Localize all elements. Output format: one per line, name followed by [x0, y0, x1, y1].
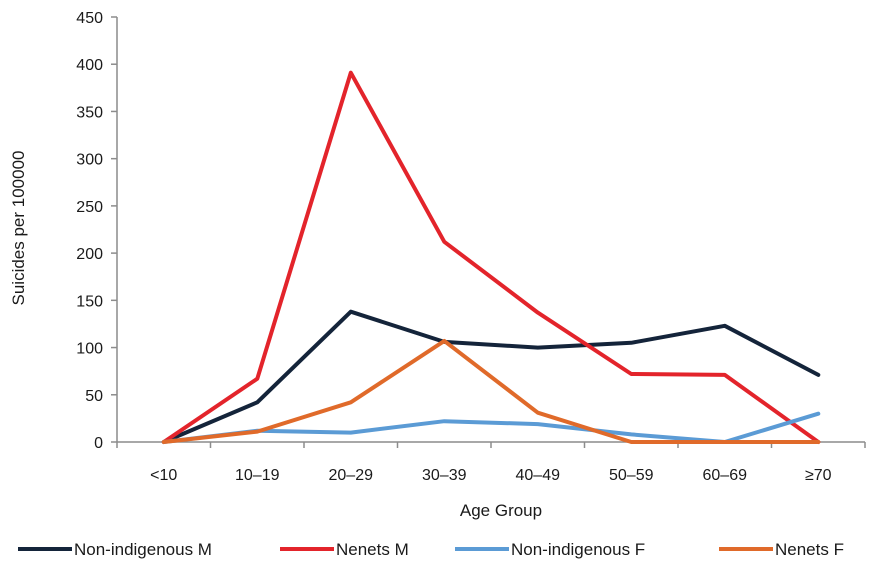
x-ticks: <10 10–19 20–29 30–39 40–49 50–59 60–69 ≥70: [116, 442, 866, 484]
series-line-2: [161, 70, 821, 444]
x-tick-label: 30–39: [422, 467, 467, 484]
x-tick-label: 60–69: [703, 467, 748, 484]
x-tick-label: 50–59: [609, 467, 654, 484]
y-tick-label: 250: [76, 199, 103, 216]
legend-item: Nenets M: [280, 540, 409, 559]
x-axis-title: Age Group: [460, 501, 542, 520]
y-ticks: 0 50 100 150 200 250 300 350 400 450: [76, 10, 117, 452]
series-line-3: [161, 411, 821, 444]
legend-item: Nenets F: [719, 540, 844, 559]
series-lines: [161, 70, 821, 444]
legend-label: Non-indigenous F: [511, 540, 645, 559]
y-tick-label: 400: [76, 57, 103, 74]
series-line-1: [161, 309, 821, 444]
x-tick-label: <10: [150, 467, 177, 484]
legend: Non-indigenous M Nenets M Non-indigenous F…: [18, 540, 844, 559]
y-tick-label: 50: [85, 388, 103, 405]
y-tick-label: 0: [94, 435, 103, 452]
y-tick-label: 300: [76, 152, 103, 169]
legend-item: Non-indigenous M: [18, 540, 212, 559]
legend-item: Non-indigenous F: [455, 540, 645, 559]
y-tick-label: 200: [76, 246, 103, 263]
legend-label: Non-indigenous M: [74, 540, 212, 559]
y-tick-label: 150: [76, 293, 103, 310]
y-tick-label: 450: [76, 10, 103, 27]
x-tick-label: 40–49: [516, 467, 561, 484]
legend-label: Nenets F: [775, 540, 844, 559]
x-tick-label: 10–19: [235, 467, 280, 484]
y-tick-label: 350: [76, 104, 103, 121]
series-line-4: [161, 338, 821, 444]
legend-label: Nenets M: [336, 540, 409, 559]
x-tick-label: 20–29: [329, 467, 374, 484]
y-axis-title: Suicides per 100000: [9, 150, 28, 305]
y-tick-label: 100: [76, 341, 103, 358]
x-tick-label: ≥70: [805, 467, 832, 484]
